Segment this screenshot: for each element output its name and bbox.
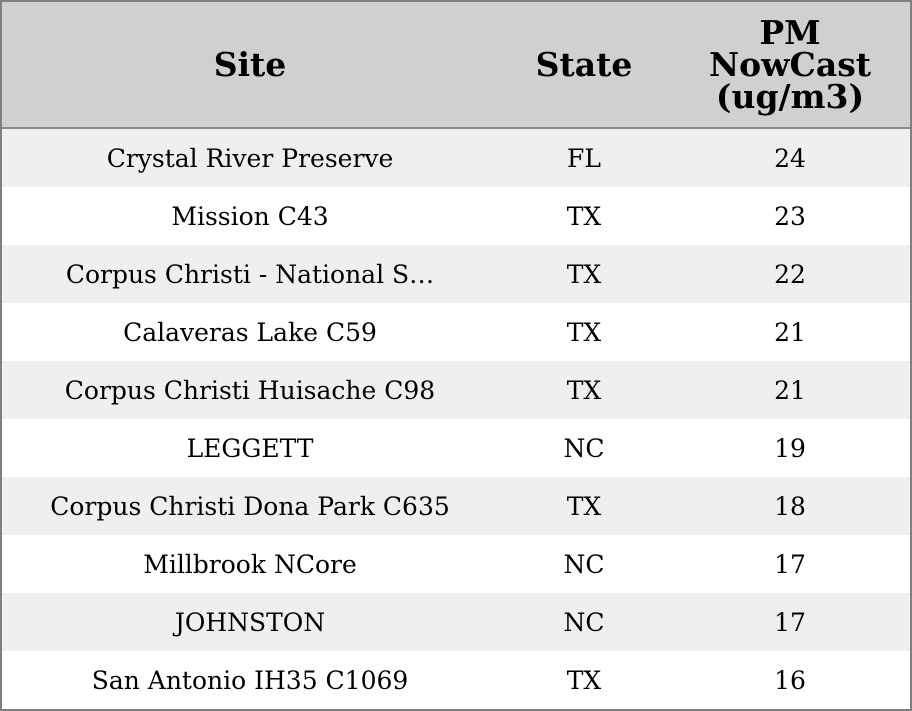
table-row: Crystal River Preserve FL 24: [2, 129, 910, 187]
state-cell: TX: [566, 375, 602, 405]
pm-cell: 22: [774, 259, 806, 289]
state-cell: TX: [566, 665, 602, 695]
pm-cell: 21: [774, 317, 806, 347]
site-cell: Crystal River Preserve: [106, 143, 394, 173]
site-cell: Corpus Christi Dona Park C635: [50, 491, 450, 521]
pm-cell: 23: [774, 201, 806, 231]
header-pm-nowcast: PM NowCast (ug/m3): [708, 12, 872, 116]
state-cell: NC: [563, 607, 605, 637]
pm-cell: 16: [774, 665, 806, 695]
table-row: Calaveras Lake C59 TX 21: [2, 303, 910, 361]
pm-cell: 17: [774, 549, 806, 579]
table-row: Corpus Christi - National S… TX 22: [2, 245, 910, 303]
site-cell: Millbrook NCore: [143, 549, 357, 579]
pm-cell: 17: [774, 607, 806, 637]
pm-cell: 19: [774, 433, 806, 463]
table-row: JOHNSTON NC 17: [2, 593, 910, 651]
table-row: Corpus Christi Huisache C98 TX 21: [2, 361, 910, 419]
table-row: Mission C43 TX 23: [2, 187, 910, 245]
site-cell: Mission C43: [171, 201, 329, 231]
state-cell: TX: [566, 201, 602, 231]
table-row: Millbrook NCore NC 17: [2, 535, 910, 593]
site-cell: JOHNSTON: [174, 607, 326, 637]
table-row: LEGGETT NC 19: [2, 419, 910, 477]
site-cell: Corpus Christi - National S…: [65, 259, 435, 289]
pm-cell: 18: [774, 491, 806, 521]
state-cell: NC: [563, 549, 605, 579]
state-cell: TX: [566, 317, 602, 347]
site-cell: Calaveras Lake C59: [123, 317, 377, 347]
site-cell: Corpus Christi Huisache C98: [64, 375, 436, 405]
header-site: Site: [213, 44, 287, 84]
site-cell: LEGGETT: [186, 433, 314, 463]
table-row: San Antonio IH35 C1069 TX 16: [2, 651, 910, 709]
site-cell: San Antonio IH35 C1069: [91, 665, 409, 695]
state-cell: TX: [566, 491, 602, 521]
state-cell: NC: [563, 433, 605, 463]
table-header-row: Site State PM NowCast (ug/m3): [2, 2, 910, 129]
header-state: State: [535, 44, 633, 84]
state-cell: TX: [566, 259, 602, 289]
state-cell: FL: [567, 143, 601, 173]
pm-cell: 24: [774, 143, 806, 173]
pm-cell: 21: [774, 375, 806, 405]
table-row: Corpus Christi Dona Park C635 TX 18: [2, 477, 910, 535]
